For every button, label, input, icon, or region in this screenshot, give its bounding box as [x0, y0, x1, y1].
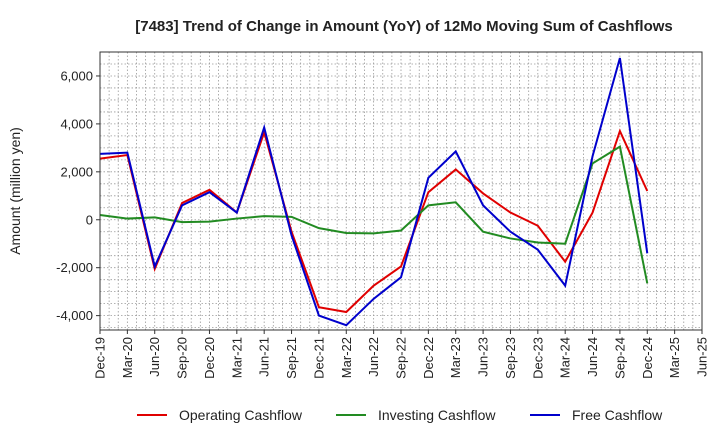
x-tick-label: Jun-24	[585, 337, 600, 377]
x-tick-label: Dec-24	[640, 337, 655, 379]
x-tick-label: Sep-21	[284, 337, 299, 379]
x-tick-label: Jun-25	[695, 337, 710, 377]
y-axis-ticks: -4,000 -2,000 0 2,000 4,000 6,000	[56, 68, 100, 323]
legend-label-0: Operating Cashflow	[179, 407, 303, 423]
y-tick-label: 6,000	[60, 68, 93, 83]
x-tick-label: Jun-23	[476, 337, 491, 377]
y-axis-label: Amount (million yen)	[7, 127, 23, 255]
x-tick-label: Jun-21	[257, 337, 272, 377]
x-tick-label: Sep-24	[612, 337, 627, 379]
series-line-1	[99, 145, 649, 284]
x-tick-label: Mar-20	[120, 337, 135, 378]
x-tick-label: Jun-22	[366, 337, 381, 377]
x-tick-label: Dec-22	[421, 337, 436, 379]
x-tick-label: Mar-25	[667, 337, 682, 378]
y-tick-label: 2,000	[60, 164, 93, 179]
y-tick-label: 4,000	[60, 116, 93, 131]
x-tick-label: Sep-23	[503, 337, 518, 379]
x-tick-label: Dec-19	[93, 337, 108, 379]
x-tick-label: Dec-23	[530, 337, 545, 379]
legend-label-2: Free Cashflow	[572, 407, 663, 423]
x-tick-label: Sep-20	[175, 337, 190, 379]
x-tick-label: Mar-22	[339, 337, 354, 378]
series-lines	[99, 57, 649, 327]
grid-lines	[100, 51, 702, 330]
x-tick-label: Dec-20	[202, 337, 217, 379]
y-tick-label: -2,000	[56, 260, 93, 275]
legend: Operating Cashflow Investing Cashflow Free…	[137, 407, 663, 423]
y-tick-label: 0	[86, 212, 93, 227]
series-line-2	[99, 57, 649, 327]
x-tick-label: Jun-20	[147, 337, 162, 377]
x-tick-label: Mar-24	[558, 337, 573, 378]
plot-area-border	[99, 51, 703, 331]
x-tick-label: Mar-23	[448, 337, 463, 378]
x-tick-label: Dec-21	[311, 337, 326, 379]
x-tick-label: Mar-21	[229, 337, 244, 378]
x-tick-label: Sep-22	[394, 337, 409, 379]
chart-title: [7483] Trend of Change in Amount (YoY) o…	[135, 18, 673, 35]
x-axis-ticks: Dec-19 Mar-20 Jun-20 Sep-20 Dec-20 Mar-21 Jun-…	[93, 330, 710, 379]
legend-label-1: Investing Cashflow	[378, 407, 496, 423]
y-tick-label: -4,000	[56, 308, 93, 323]
plot-frame	[99, 51, 703, 331]
series-line-0	[99, 128, 649, 314]
